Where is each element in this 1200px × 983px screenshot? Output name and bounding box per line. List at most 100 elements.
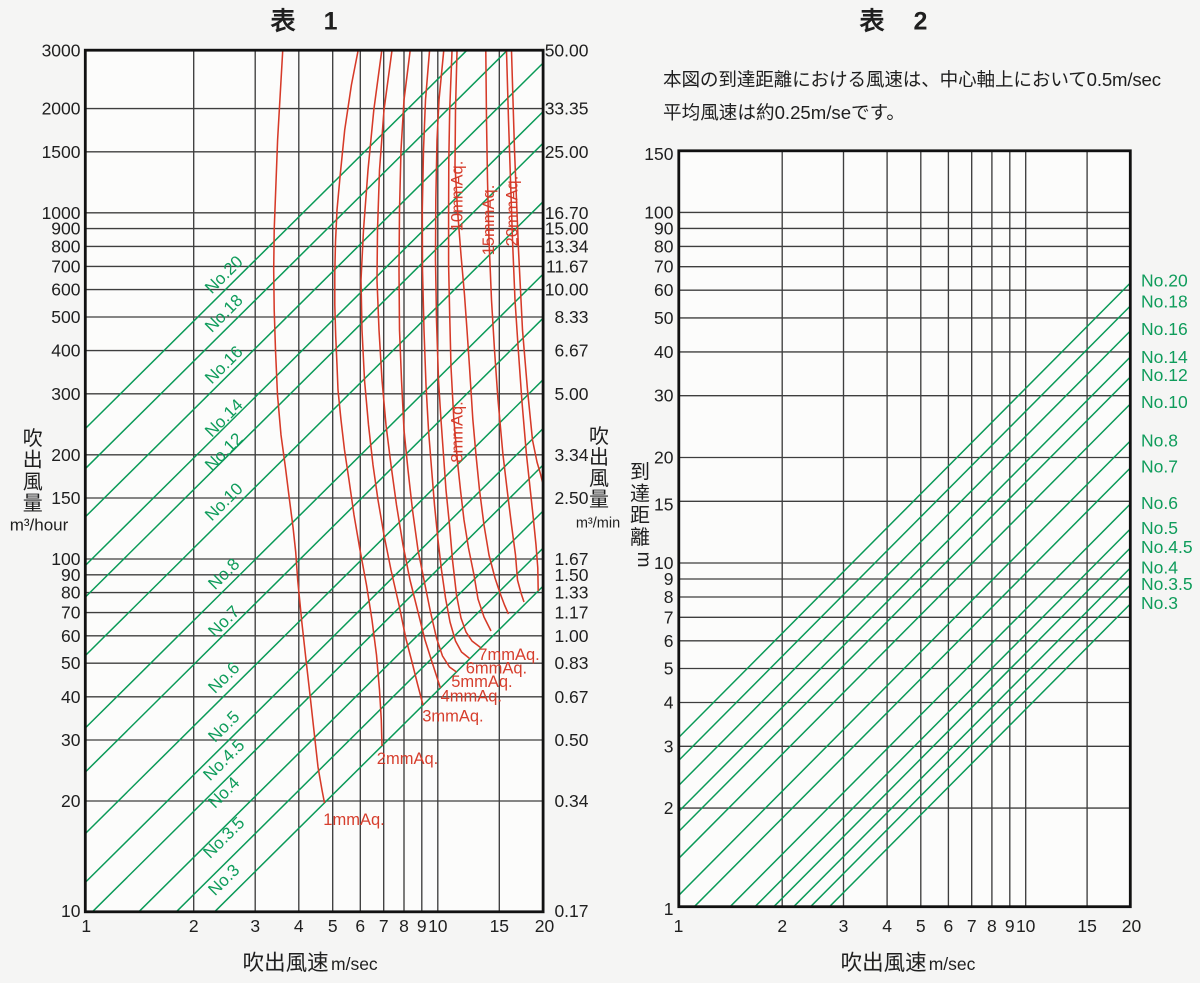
svg-text:50: 50 — [654, 308, 674, 328]
svg-text:5.00: 5.00 — [554, 384, 588, 404]
svg-text:No.3: No.3 — [1141, 593, 1178, 613]
svg-text:1000: 1000 — [42, 203, 81, 223]
svg-text:本図の到達距離における風速は、中心軸上において0.5m/se: 本図の到達距離における風速は、中心軸上において0.5m/sec — [663, 69, 1161, 90]
svg-text:3.34: 3.34 — [554, 445, 588, 465]
svg-text:2: 2 — [664, 798, 674, 818]
svg-text:1: 1 — [674, 916, 684, 936]
svg-text:10.00: 10.00 — [545, 280, 589, 300]
svg-text:30: 30 — [61, 730, 81, 750]
svg-text:7: 7 — [967, 916, 977, 936]
svg-text:達: 達 — [630, 482, 650, 505]
svg-text:5mmAq.: 5mmAq. — [451, 673, 512, 691]
svg-text:0.67: 0.67 — [554, 687, 588, 707]
svg-text:15.00: 15.00 — [545, 219, 589, 239]
svg-text:出: 出 — [589, 446, 609, 469]
svg-text:70: 70 — [654, 257, 674, 277]
svg-text:6: 6 — [944, 916, 954, 936]
svg-text:20: 20 — [1122, 916, 1142, 936]
svg-text:40: 40 — [61, 687, 81, 707]
svg-text:15: 15 — [1077, 916, 1096, 936]
svg-text:1: 1 — [324, 8, 338, 36]
svg-text:1.17: 1.17 — [554, 603, 588, 623]
svg-text:5: 5 — [328, 916, 338, 936]
svg-text:8: 8 — [399, 916, 409, 936]
svg-text:3000: 3000 — [42, 41, 81, 61]
svg-text:700: 700 — [51, 256, 80, 276]
svg-text:200: 200 — [51, 445, 80, 465]
svg-text:2: 2 — [777, 916, 787, 936]
svg-text:900: 900 — [51, 219, 80, 239]
svg-text:0.17: 0.17 — [554, 901, 588, 921]
svg-text:吹出風速: 吹出風速 — [841, 951, 927, 975]
svg-text:m³/min: m³/min — [576, 516, 620, 532]
svg-text:60: 60 — [61, 626, 81, 646]
svg-text:7mmAq.: 7mmAq. — [478, 646, 539, 664]
svg-text:表: 表 — [270, 8, 296, 36]
svg-text:80: 80 — [654, 236, 674, 256]
svg-text:90: 90 — [61, 565, 81, 585]
svg-text:15mmAq.: 15mmAq. — [480, 185, 498, 256]
svg-text:30: 30 — [654, 386, 674, 406]
svg-text:300: 300 — [51, 384, 80, 404]
svg-text:4: 4 — [294, 916, 304, 936]
svg-text:9: 9 — [664, 569, 674, 589]
svg-text:100: 100 — [644, 202, 673, 222]
svg-text:0.50: 0.50 — [554, 730, 588, 750]
svg-text:25.00: 25.00 — [545, 142, 589, 162]
svg-text:6: 6 — [664, 631, 674, 651]
svg-text:No.16: No.16 — [1141, 319, 1188, 339]
svg-text:No.12: No.12 — [1141, 365, 1188, 385]
svg-text:0.34: 0.34 — [554, 791, 588, 811]
svg-text:No.5: No.5 — [1141, 518, 1178, 538]
svg-text:9: 9 — [417, 916, 427, 936]
svg-text:90: 90 — [654, 218, 674, 238]
svg-text:70: 70 — [61, 603, 81, 623]
svg-text:800: 800 — [51, 236, 80, 256]
svg-text:m: m — [633, 552, 654, 568]
svg-text:離: 離 — [630, 526, 650, 549]
svg-text:150: 150 — [51, 488, 80, 508]
svg-text:3: 3 — [250, 916, 260, 936]
svg-text:1.00: 1.00 — [554, 626, 588, 646]
svg-text:1: 1 — [81, 916, 91, 936]
svg-text:10: 10 — [428, 916, 448, 936]
svg-text:80: 80 — [61, 583, 81, 603]
svg-text:風: 風 — [23, 471, 43, 493]
svg-text:No.4: No.4 — [1141, 558, 1178, 578]
svg-text:50: 50 — [61, 653, 81, 673]
svg-text:量: 量 — [23, 493, 43, 515]
svg-text:No.7: No.7 — [1141, 457, 1178, 477]
svg-text:100: 100 — [51, 549, 80, 569]
svg-text:到: 到 — [630, 461, 650, 484]
svg-text:No.8: No.8 — [1141, 430, 1178, 450]
svg-text:20mmAq.: 20mmAq. — [504, 176, 522, 247]
svg-text:No.18: No.18 — [1141, 292, 1188, 312]
svg-text:5: 5 — [664, 659, 674, 679]
svg-text:3: 3 — [839, 916, 849, 936]
svg-text:7: 7 — [664, 607, 674, 627]
svg-text:8mmAq.: 8mmAq. — [449, 401, 467, 462]
svg-text:No.10: No.10 — [1141, 392, 1188, 412]
svg-text:16.70: 16.70 — [545, 203, 589, 223]
svg-text:3mmAq.: 3mmAq. — [422, 708, 483, 726]
svg-text:1.33: 1.33 — [554, 583, 588, 603]
svg-text:m³/hour: m³/hour — [10, 516, 69, 535]
svg-text:9: 9 — [1005, 916, 1015, 936]
svg-text:6mmAq.: 6mmAq. — [466, 660, 527, 678]
svg-text:50.00: 50.00 — [545, 41, 589, 61]
svg-text:m/sec: m/sec — [929, 954, 976, 974]
svg-text:No.4.5: No.4.5 — [1141, 537, 1193, 557]
svg-text:量: 量 — [589, 489, 609, 511]
svg-text:10mmAq.: 10mmAq. — [449, 161, 467, 232]
svg-text:5: 5 — [916, 916, 926, 936]
svg-text:13.34: 13.34 — [545, 236, 589, 256]
svg-text:2: 2 — [913, 8, 927, 36]
svg-text:8: 8 — [987, 916, 997, 936]
svg-text:吹出風速: 吹出風速 — [243, 951, 329, 975]
svg-text:1500: 1500 — [42, 142, 81, 162]
svg-text:平均風速は約0.25m/seです。: 平均風速は約0.25m/seです。 — [663, 102, 905, 123]
svg-text:No.3.5: No.3.5 — [1141, 574, 1193, 594]
svg-text:400: 400 — [51, 341, 80, 361]
svg-text:500: 500 — [51, 307, 80, 327]
svg-text:10: 10 — [61, 901, 81, 921]
